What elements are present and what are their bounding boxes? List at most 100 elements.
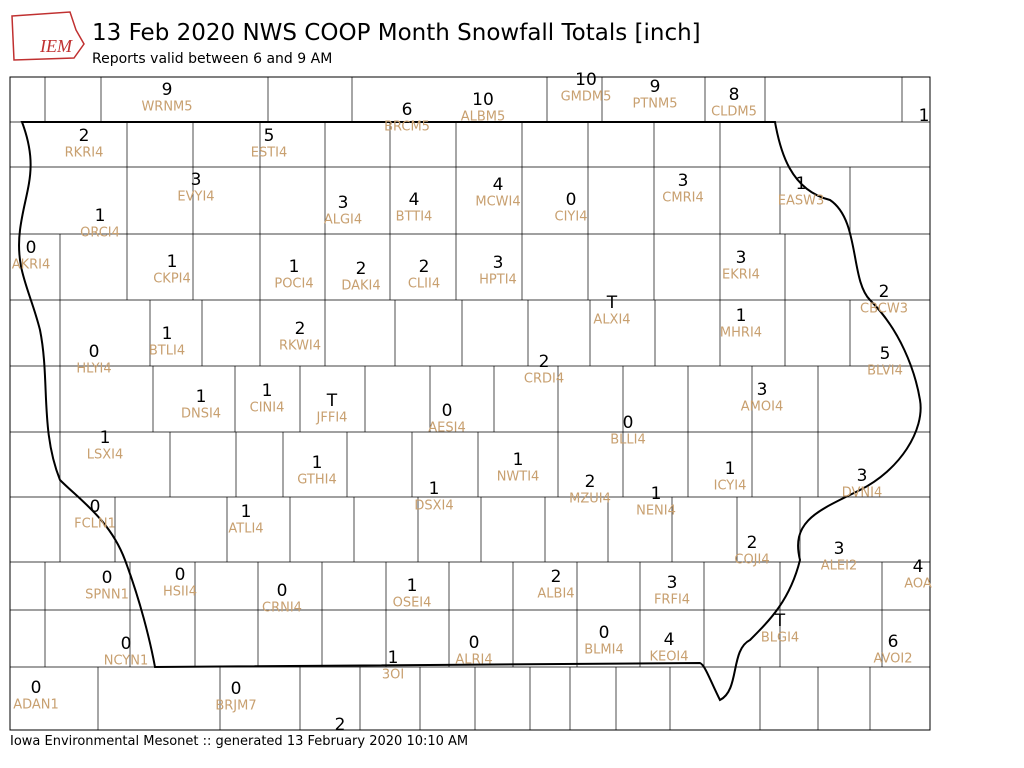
logo-outline [11,11,85,61]
station-id: HSII4 [163,585,197,600]
station-value: 3 [834,539,845,559]
station-value: 1 [241,502,252,522]
station-value: 2 [747,533,758,553]
station-value: 1 [919,106,930,126]
station-value: 2 [335,715,346,735]
station-value: 1 [388,648,399,668]
station-value: 2 [551,567,562,587]
station-id: MHRI4 [720,326,762,341]
station-value: 4 [664,630,675,650]
station-value: 0 [175,565,186,585]
station-value: 3 [678,171,689,191]
station-id: RKRI4 [65,146,104,161]
station-value: 0 [231,679,242,699]
station-id: EASW3 [778,194,824,209]
station-value: 1 [513,450,524,470]
station-value: 0 [90,497,101,517]
station-id: AVOI2 [873,652,912,667]
station-id: MCWI4 [475,195,520,210]
station-id: CKPI4 [153,272,191,287]
station-id: AKRI4 [12,258,51,273]
station-value: 0 [89,342,100,362]
station-id: CLDM5 [711,105,757,120]
station-value: T [774,611,786,631]
station-value: 2 [295,319,306,339]
station-value: 3 [191,170,202,190]
station-value: 1 [196,387,207,407]
station-value: 3 [338,193,349,213]
station-value: 1 [429,479,440,499]
station-value: 0 [623,413,634,433]
station-value: 1 [312,453,323,473]
station-id: RKWI4 [279,339,321,354]
station-id: GMDM5 [561,90,612,105]
county-lines [10,76,930,730]
footer: Iowa Environmental Mesonet :: generated … [10,734,468,749]
station-id: BLVI4 [867,364,903,379]
station-value: 9 [162,80,173,100]
station-value: 9 [650,77,661,97]
station-id: CBCW3 [860,302,908,317]
station-value: 2 [585,472,596,492]
station-id: FCLN1 [74,517,116,532]
station-id: BLLI4 [610,433,646,448]
station-value: 0 [599,623,610,643]
station-value: 1 [796,174,807,194]
station-id: ALBI4 [537,587,574,602]
station-value: 0 [277,581,288,601]
station-value: 3 [857,466,868,486]
station-value: 3 [736,248,747,268]
station-id: CMRI4 [662,191,703,206]
station-id: NCYN1 [104,654,149,669]
station-id: NWTI4 [497,470,540,485]
station-id: LSXI4 [87,448,124,463]
station-id: DNSI4 [181,407,221,422]
station-value: T [326,391,338,411]
station-value: 0 [26,238,37,258]
station-id: BLMI4 [584,643,623,658]
station-value: 0 [121,634,132,654]
station-id: ESTI4 [251,146,288,161]
title: 13 Feb 2020 NWS COOP Month Snowfall Tota… [92,20,701,46]
station-id: ADAN1 [13,698,59,713]
station-value: 4 [913,557,924,577]
station-value: 10 [472,90,494,110]
station-id: ALRI4 [455,653,492,668]
station-value: 1 [407,576,418,596]
station-id: CLII4 [408,277,440,292]
station-id: CRNI4 [262,601,302,616]
station-value: 6 [888,632,899,652]
station-value: 5 [880,344,891,364]
station-id: 3OI [382,668,404,683]
station-value: 1 [736,306,747,326]
logo-text: IEM [39,36,73,56]
station-id: BTTI4 [396,210,433,225]
station-value: 1 [95,206,106,226]
station-id: NENI4 [636,504,676,519]
station-id: AESI4 [428,421,465,436]
station-value: 0 [442,401,453,421]
station-id: ALGI4 [324,213,362,228]
station-id: BRJM7 [215,699,256,714]
station-id: ORCI4 [80,226,120,241]
station-id: ALBM5 [461,110,506,125]
station-value: 2 [419,257,430,277]
station-id: ALEI2 [821,559,857,574]
station-value: 8 [729,85,740,105]
station-value: 0 [469,633,480,653]
station-id: EVYI4 [177,190,214,205]
station-value: 0 [102,568,113,588]
station-value: 2 [356,259,367,279]
station-id: EKRI4 [722,268,760,283]
station-value: 1 [725,459,736,479]
station-id: SPNN1 [85,588,129,603]
station-value: 1 [289,257,300,277]
station-value: 2 [79,126,90,146]
map-frame [9,76,931,731]
station-id: OSEI4 [393,596,432,611]
station-value: 0 [31,678,42,698]
station-value: 1 [100,428,111,448]
station-id: KEOI4 [649,650,688,665]
station-value: 0 [566,190,577,210]
